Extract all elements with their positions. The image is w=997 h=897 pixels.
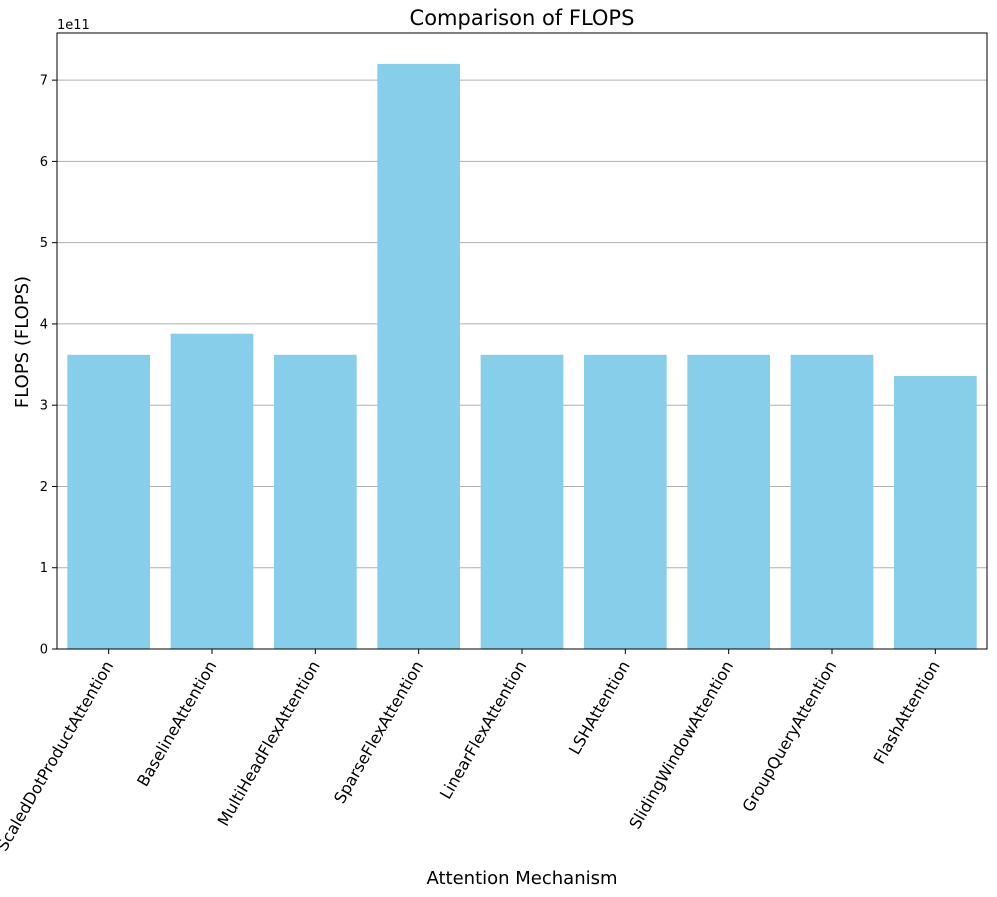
bars — [67, 63, 977, 649]
bar — [170, 333, 254, 649]
bar — [894, 375, 977, 649]
x-axis-label: Attention Mechanism — [426, 868, 617, 889]
bar — [274, 354, 357, 649]
y-axis-label: FLOPS (FLOPS) — [12, 276, 33, 408]
y-tick-label: 5 — [40, 236, 48, 251]
chart-title: Comparison of FLOPS — [410, 6, 635, 30]
x-tick-label: LSHAttention — [565, 658, 634, 758]
x-tick-label: GroupQueryAttention — [738, 658, 840, 816]
y-tick-label: 6 — [40, 155, 48, 170]
x-tick-label: FlashAttention — [869, 657, 943, 767]
bar — [67, 354, 150, 649]
bar — [480, 354, 564, 649]
y-offset-label: 1e11 — [57, 18, 90, 33]
bar — [790, 354, 874, 649]
x-tick-label: SparseFlexAttention — [330, 658, 427, 807]
x-tick-label: LinearFlexAttention — [436, 658, 531, 803]
bar — [687, 354, 770, 649]
x-tick-label: SlidingWindowAttention — [625, 658, 737, 833]
y-tick-label: 3 — [40, 399, 48, 414]
bar — [584, 354, 667, 649]
y-ticks: 0 1 2 3 4 5 6 7 — [40, 74, 57, 658]
y-tick-label: 4 — [40, 317, 48, 332]
y-tick-label: 2 — [40, 480, 48, 495]
y-tick-label: 0 — [40, 643, 48, 658]
x-ticks: ScaledDotProductAttention BaselineAttenti… — [0, 649, 944, 854]
y-tick-label: 1 — [40, 561, 48, 576]
x-tick-label: ScaledDotProductAttention — [0, 658, 117, 855]
x-tick-label: BaselineAttention — [133, 658, 220, 790]
bar — [377, 63, 460, 649]
x-tick-label: MultiHeadFlexAttention — [214, 658, 324, 830]
y-tick-label: 7 — [40, 74, 48, 89]
